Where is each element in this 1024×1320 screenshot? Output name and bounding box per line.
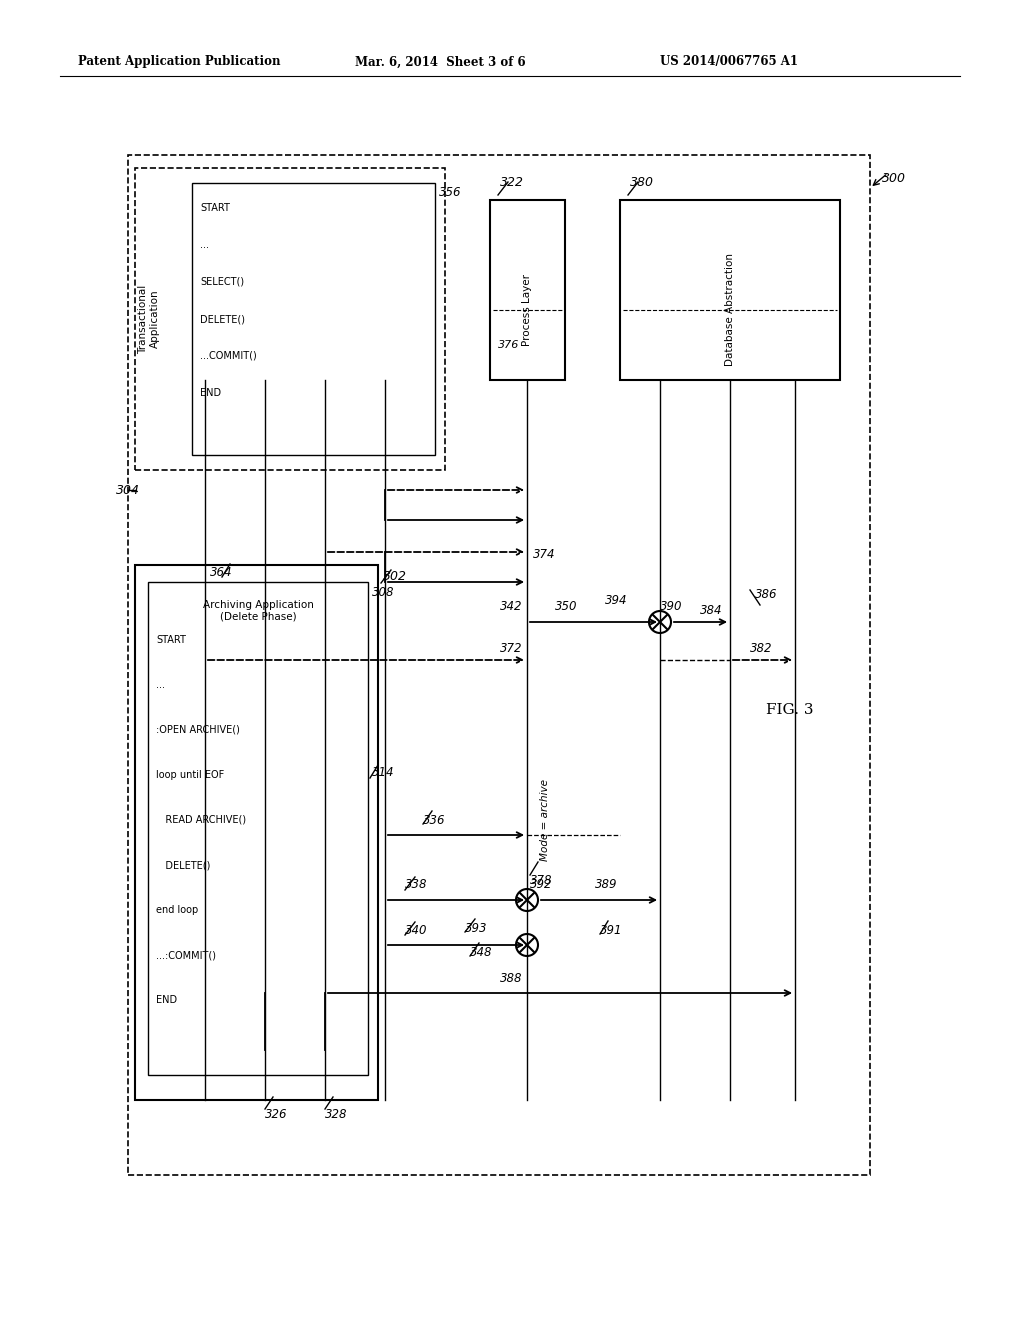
Text: Process Layer: Process Layer: [522, 275, 532, 346]
Text: ...COMMIT(): ...COMMIT(): [200, 351, 257, 360]
Text: 338: 338: [406, 879, 427, 891]
Text: 392: 392: [530, 879, 553, 891]
Text: :OPEN ARCHIVE(): :OPEN ARCHIVE(): [156, 725, 240, 735]
Text: 372: 372: [500, 642, 522, 655]
Text: 328: 328: [325, 1109, 347, 1122]
Text: 376: 376: [498, 341, 519, 350]
Text: 326: 326: [265, 1109, 288, 1122]
Text: 389: 389: [595, 879, 617, 891]
Bar: [135, 168, 445, 470]
Text: Database Abstraction: Database Abstraction: [725, 253, 735, 367]
Text: 304: 304: [116, 483, 140, 496]
Text: 356: 356: [439, 186, 462, 199]
Text: 378: 378: [530, 874, 553, 887]
Text: 364: 364: [210, 565, 232, 578]
Text: SELECT(): SELECT(): [200, 277, 244, 286]
Bar: [128, 154, 870, 1175]
Text: 384: 384: [700, 603, 723, 616]
Text: 322: 322: [500, 176, 524, 189]
Text: FIG. 3: FIG. 3: [766, 704, 814, 717]
Text: 348: 348: [470, 945, 493, 958]
Text: DELETE(): DELETE(): [156, 861, 210, 870]
Text: 391: 391: [600, 924, 623, 936]
Text: START: START: [200, 203, 229, 213]
Text: 342: 342: [500, 601, 522, 614]
Text: end loop: end loop: [156, 906, 199, 915]
Text: 386: 386: [755, 589, 777, 602]
Text: 394: 394: [605, 594, 628, 606]
Text: 380: 380: [630, 176, 654, 189]
Text: DELETE(): DELETE(): [200, 314, 245, 323]
Text: READ ARCHIVE(): READ ARCHIVE(): [156, 814, 246, 825]
Text: 393: 393: [465, 921, 487, 935]
Text: 314: 314: [372, 766, 394, 779]
Text: Mar. 6, 2014  Sheet 3 of 6: Mar. 6, 2014 Sheet 3 of 6: [355, 55, 525, 69]
Text: ...: ...: [156, 680, 165, 690]
Bar: [135, 565, 378, 1100]
Text: Mode = archive: Mode = archive: [540, 779, 550, 861]
Text: US 2014/0067765 A1: US 2014/0067765 A1: [660, 55, 798, 69]
Text: ...:COMMIT(): ...:COMMIT(): [156, 950, 216, 960]
Bar: [620, 201, 840, 380]
Text: Transactional
Application: Transactional Application: [138, 284, 160, 354]
Text: ...: ...: [200, 240, 209, 249]
Text: 302: 302: [383, 570, 407, 583]
Text: 374: 374: [534, 549, 555, 561]
Text: Archiving Application
(Delete Phase): Archiving Application (Delete Phase): [203, 601, 313, 622]
Text: START: START: [156, 635, 186, 645]
Text: END: END: [200, 388, 221, 399]
Bar: [148, 582, 368, 1074]
Text: END: END: [156, 995, 177, 1005]
Text: 390: 390: [660, 601, 683, 614]
Text: 340: 340: [406, 924, 427, 936]
Text: Patent Application Publication: Patent Application Publication: [78, 55, 281, 69]
Text: 382: 382: [750, 642, 772, 655]
Text: 300: 300: [882, 172, 906, 185]
Text: 388: 388: [500, 972, 522, 985]
Text: 308: 308: [372, 586, 394, 598]
Text: 336: 336: [423, 813, 445, 826]
Text: 350: 350: [555, 601, 578, 614]
Text: loop until EOF: loop until EOF: [156, 770, 224, 780]
Bar: [490, 201, 565, 380]
Bar: [193, 183, 435, 455]
